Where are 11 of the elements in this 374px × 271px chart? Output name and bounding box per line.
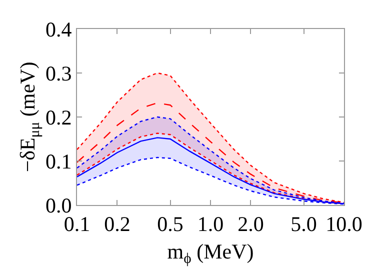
y-tick-label: 0.3 xyxy=(46,61,72,86)
x-tick-label: 0.5 xyxy=(157,212,184,236)
y-tick-label: 0.4 xyxy=(46,17,72,42)
x-tick-label: 5.0 xyxy=(290,212,317,236)
x-tick-label: 1.0 xyxy=(197,212,224,236)
y-tick-label: 0.1 xyxy=(46,149,72,174)
x-axis-title: m$_{ϕ}$ (MeV) xyxy=(167,239,254,267)
y-tick-label: 0.2 xyxy=(46,105,72,130)
x-tick-label: 10.0 xyxy=(326,212,362,236)
x-tick-label: 0.2 xyxy=(104,212,130,236)
x-tick-label: 2.0 xyxy=(238,212,264,236)
